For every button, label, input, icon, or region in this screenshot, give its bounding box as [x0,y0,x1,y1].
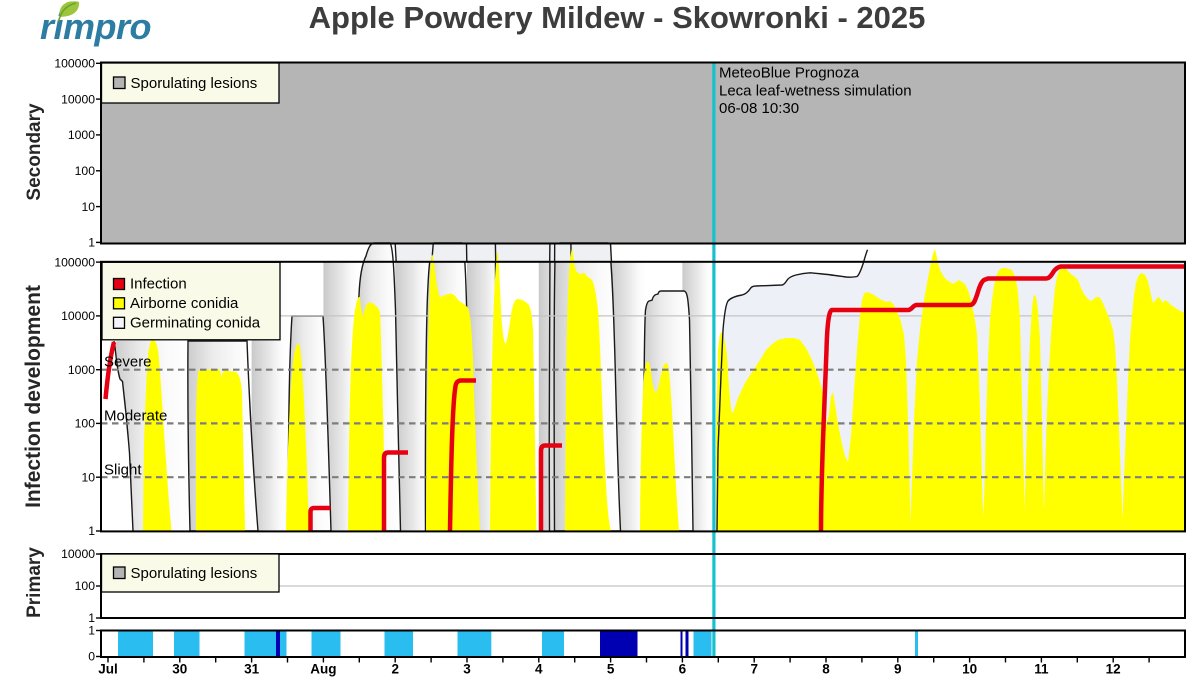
svg-text:Leca leaf-wetness simulation: Leca leaf-wetness simulation [719,82,912,99]
svg-text:Moderate: Moderate [104,408,167,425]
svg-text:Severe: Severe [104,353,152,370]
svg-text:4: 4 [535,662,543,677]
svg-text:1000: 1000 [68,128,95,142]
svg-text:31: 31 [244,662,260,677]
svg-text:100: 100 [75,417,96,431]
svg-text:Germinating conida: Germinating conida [130,314,261,331]
svg-text:Infection development: Infection development [22,285,45,508]
svg-text:1: 1 [88,236,95,250]
svg-text:Secondary: Secondary [24,103,45,201]
svg-text:Apple Powdery Mildew - Skowron: Apple Powdery Mildew - Skowronki - 2025 [309,0,926,35]
svg-text:100: 100 [75,579,96,593]
svg-text:8: 8 [822,662,830,677]
svg-text:Aug: Aug [310,662,336,677]
svg-text:7: 7 [750,662,758,677]
svg-text:06-08 10:30: 06-08 10:30 [719,100,799,117]
svg-text:1000: 1000 [68,363,95,377]
svg-text:10000: 10000 [61,547,95,561]
svg-text:3: 3 [463,662,471,677]
svg-text:Slight: Slight [104,461,142,478]
svg-text:Airborne conidia: Airborne conidia [130,295,239,312]
svg-text:11: 11 [1034,662,1049,677]
svg-text:2: 2 [391,662,399,677]
svg-text:30: 30 [172,662,187,677]
svg-text:100: 100 [75,164,96,178]
svg-text:12: 12 [1106,662,1121,677]
svg-text:1: 1 [88,611,95,625]
svg-text:5: 5 [607,662,615,677]
svg-text:9: 9 [894,662,902,677]
svg-text:10: 10 [81,200,95,214]
svg-text:100000: 100000 [54,255,95,269]
svg-text:rimpro: rimpro [40,6,151,47]
svg-text:10000: 10000 [61,309,95,323]
svg-text:Jul: Jul [98,662,118,677]
svg-text:Sporulating lesions: Sporulating lesions [131,565,258,582]
svg-text:1: 1 [88,524,95,538]
svg-text:6: 6 [679,662,687,677]
svg-text:1: 1 [88,624,95,638]
svg-text:Infection: Infection [130,275,187,292]
svg-text:10: 10 [81,470,95,484]
svg-text:100000: 100000 [54,57,95,71]
svg-text:10000: 10000 [61,92,95,106]
svg-text:10: 10 [962,662,977,677]
svg-text:Sporulating lesions: Sporulating lesions [131,75,258,92]
svg-text:0: 0 [88,650,95,664]
svg-text:MeteoBlue Prognoza: MeteoBlue Prognoza [719,65,860,82]
svg-text:Primary: Primary [24,547,45,618]
